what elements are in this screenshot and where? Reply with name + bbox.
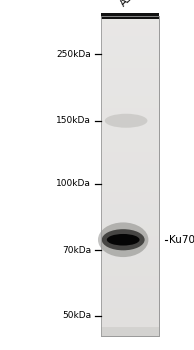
Bar: [101, 232, 159, 236]
Bar: [101, 13, 159, 19]
Bar: [101, 268, 159, 272]
Bar: [101, 15, 159, 20]
Bar: [101, 19, 159, 24]
Bar: [101, 119, 159, 124]
Bar: [101, 272, 159, 276]
Text: 50kDa: 50kDa: [62, 311, 91, 320]
Bar: [101, 247, 159, 252]
Bar: [101, 304, 159, 308]
Bar: [101, 160, 159, 164]
Bar: [101, 40, 159, 44]
Bar: [101, 180, 159, 184]
Bar: [101, 199, 159, 204]
Ellipse shape: [102, 229, 145, 250]
Bar: [101, 76, 159, 80]
Bar: [101, 88, 159, 92]
Bar: [101, 320, 159, 324]
Bar: [101, 176, 159, 180]
Text: Ku70: Ku70: [169, 235, 194, 245]
Bar: [101, 144, 159, 148]
Bar: [101, 163, 159, 168]
Bar: [101, 43, 159, 48]
Bar: [101, 16, 159, 336]
Bar: [101, 211, 159, 216]
Bar: [101, 124, 159, 128]
Bar: [101, 96, 159, 100]
Bar: [101, 244, 159, 248]
Bar: [101, 252, 159, 256]
Bar: [101, 23, 159, 28]
Bar: [101, 35, 159, 40]
Bar: [101, 168, 159, 172]
Bar: [101, 196, 159, 200]
Bar: [101, 55, 159, 60]
Bar: [101, 116, 159, 120]
Bar: [101, 111, 159, 116]
Bar: [101, 288, 159, 292]
Bar: [101, 275, 159, 280]
Text: 150kDa: 150kDa: [56, 116, 91, 125]
Bar: [101, 327, 159, 336]
Bar: [101, 256, 159, 260]
Bar: [101, 316, 159, 320]
Bar: [101, 240, 159, 244]
Bar: [101, 191, 159, 196]
Bar: [101, 48, 159, 52]
Bar: [101, 224, 159, 228]
Bar: [101, 208, 159, 212]
Bar: [101, 60, 159, 64]
Bar: [101, 300, 159, 304]
Text: 70kDa: 70kDa: [62, 246, 91, 255]
Bar: [101, 135, 159, 140]
Bar: [101, 260, 159, 264]
Bar: [101, 172, 159, 176]
Bar: [101, 27, 159, 32]
Bar: [101, 107, 159, 112]
Bar: [101, 292, 159, 296]
Bar: [101, 264, 159, 268]
Bar: [101, 204, 159, 208]
Bar: [101, 332, 159, 336]
Bar: [101, 228, 159, 232]
Bar: [101, 79, 159, 84]
Bar: [101, 308, 159, 312]
Bar: [101, 91, 159, 96]
Bar: [101, 328, 159, 332]
Bar: [101, 140, 159, 144]
Bar: [101, 68, 159, 72]
Bar: [101, 183, 159, 188]
Bar: [101, 63, 159, 68]
Ellipse shape: [105, 114, 147, 128]
Bar: [101, 152, 159, 156]
Bar: [101, 296, 159, 300]
Bar: [101, 147, 159, 152]
Bar: [101, 324, 159, 328]
Bar: [101, 32, 159, 36]
Bar: [101, 284, 159, 288]
Bar: [101, 51, 159, 56]
Bar: [101, 16, 159, 336]
Bar: [101, 280, 159, 284]
Bar: [101, 236, 159, 240]
Bar: [101, 99, 159, 104]
Bar: [101, 155, 159, 160]
Bar: [101, 104, 159, 108]
Text: 100kDa: 100kDa: [56, 179, 91, 188]
Text: A549: A549: [118, 0, 144, 9]
Ellipse shape: [98, 223, 148, 257]
Bar: [101, 312, 159, 316]
Bar: [101, 71, 159, 76]
Bar: [101, 83, 159, 88]
Bar: [101, 132, 159, 136]
Bar: [101, 219, 159, 224]
Ellipse shape: [107, 234, 140, 246]
Text: 250kDa: 250kDa: [56, 50, 91, 59]
Bar: [101, 216, 159, 220]
Bar: [101, 127, 159, 132]
Bar: [101, 188, 159, 192]
